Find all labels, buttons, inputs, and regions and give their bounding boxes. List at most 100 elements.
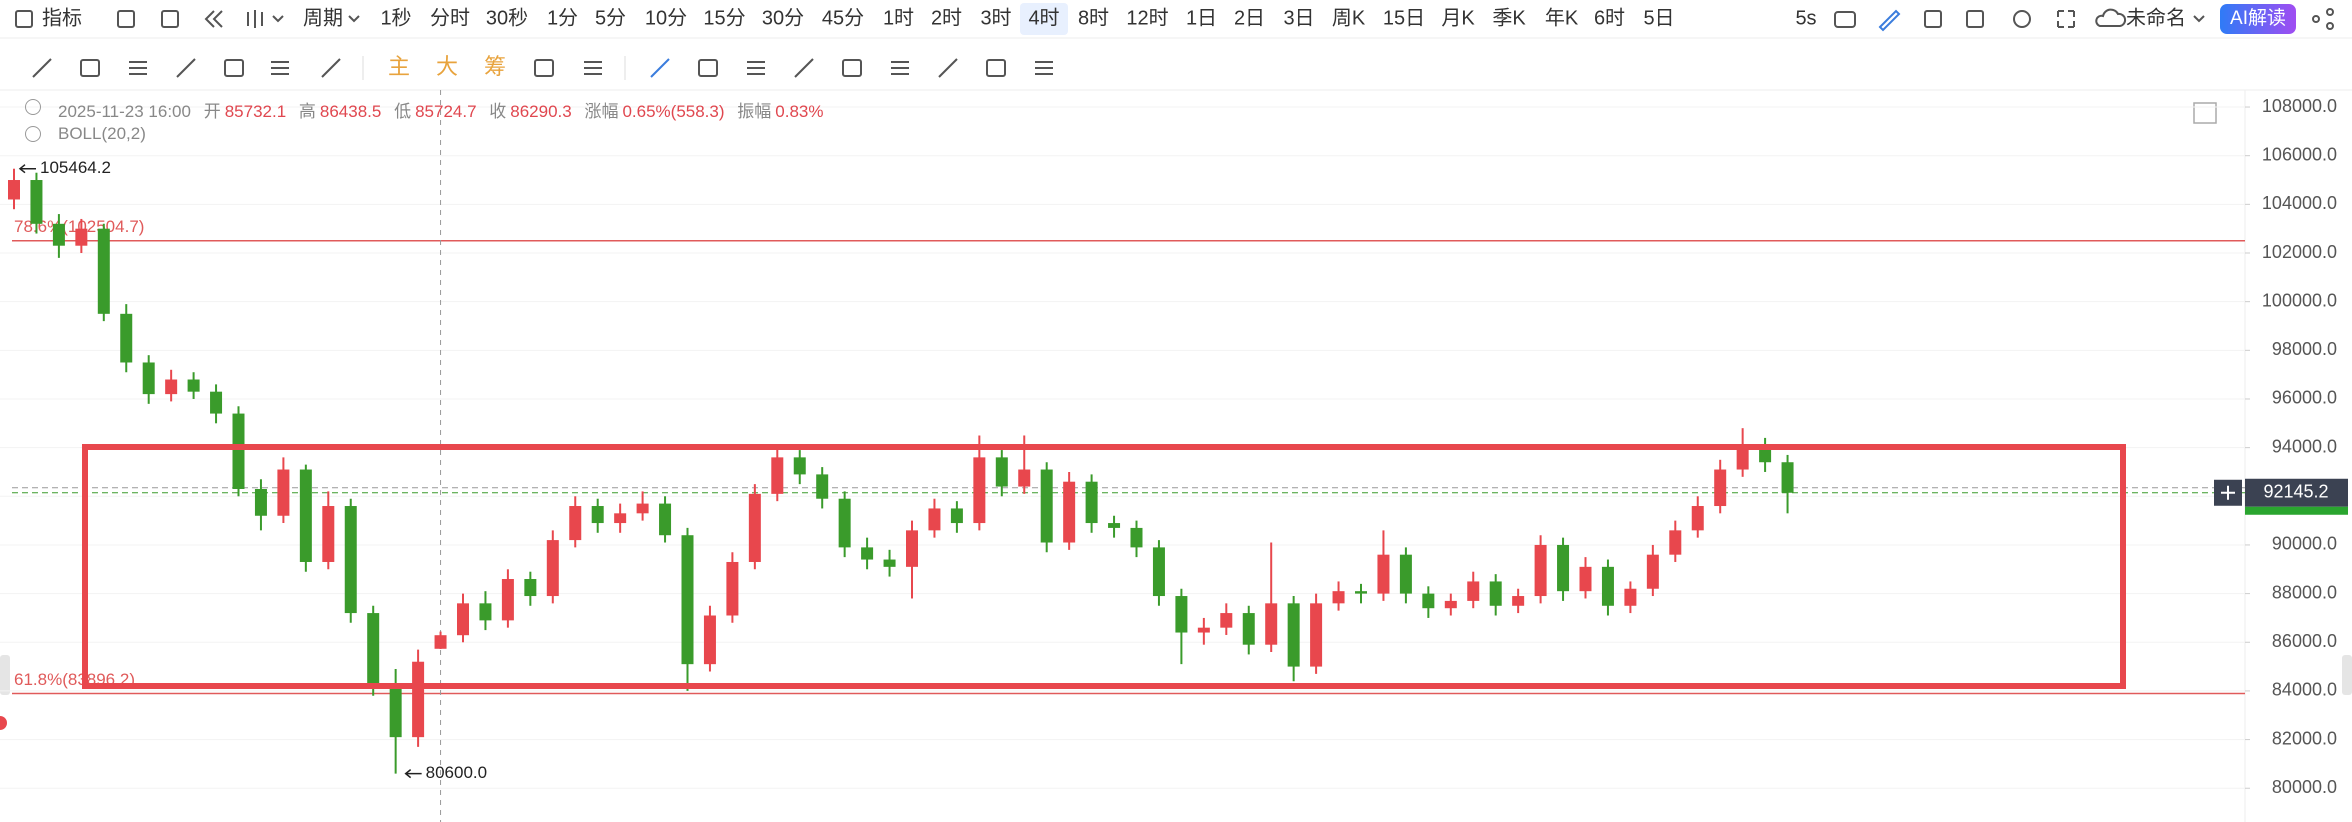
candle-body: [1377, 554, 1390, 594]
tool-icon[interactable]: [794, 58, 814, 78]
period-option[interactable]: 5日: [1643, 7, 1674, 29]
collapse-icon[interactable]: [25, 99, 41, 115]
chip-button[interactable]: 筹: [484, 54, 506, 79]
tool-icon[interactable]: [129, 61, 147, 75]
drawn-rectangle[interactable]: [82, 444, 2126, 689]
draw-icon[interactable]: [1878, 9, 1901, 32]
period-option[interactable]: 4时: [1028, 6, 1059, 29]
candle-body: [1220, 613, 1233, 628]
chart-type-icon[interactable]: [247, 10, 263, 28]
period-option[interactable]: 6时: [1594, 6, 1625, 29]
period-option[interactable]: 1分: [547, 6, 578, 29]
y-tick-label: 86000.0: [2272, 631, 2337, 651]
chip-button[interactable]: 主: [388, 54, 410, 79]
period-option[interactable]: 年K: [1545, 6, 1579, 29]
replay-icon[interactable]: [204, 10, 223, 28]
fullscreen-icon[interactable]: [2057, 10, 2075, 28]
tool-icon[interactable]: [938, 58, 958, 78]
window-icon[interactable]: [1924, 10, 1942, 28]
change-value: 0.65%(558.3): [622, 102, 725, 121]
layout-icon[interactable]: [161, 10, 179, 28]
tool-icon[interactable]: [271, 61, 289, 75]
active-period-bg: [1020, 3, 1068, 35]
tool-icon[interactable]: [842, 59, 862, 77]
tool-icon[interactable]: [176, 58, 196, 78]
tool-icon[interactable]: [891, 61, 909, 75]
period-option[interactable]: 3时: [980, 6, 1011, 29]
tool-icon[interactable]: [650, 58, 670, 78]
collapse-icon[interactable]: [25, 126, 41, 142]
label: 高: [298, 102, 316, 121]
share-icon[interactable]: [2312, 15, 2320, 23]
open-value: 85732.1: [224, 102, 287, 121]
tool-icon[interactable]: [80, 59, 100, 77]
tool-icon[interactable]: [321, 58, 341, 78]
period-option[interactable]: 分时: [430, 6, 470, 29]
candle-body: [995, 457, 1008, 487]
period-option[interactable]: 月K: [1441, 7, 1475, 29]
low-value: 85724.7: [415, 102, 477, 121]
candle-body: [793, 457, 806, 475]
period-option[interactable]: 12时: [1126, 6, 1168, 29]
tool-icon[interactable]: [986, 59, 1006, 77]
period-option[interactable]: 3日: [1283, 7, 1314, 29]
y-tick-label: 104000.0: [2262, 193, 2337, 213]
period-button[interactable]: 周期: [303, 7, 343, 29]
period-option[interactable]: 2时: [931, 6, 962, 29]
arrow: [18, 164, 36, 174]
candle-body: [1242, 613, 1255, 645]
candle-body: [569, 506, 582, 541]
tool-icon[interactable]: [534, 59, 554, 77]
cloud-icon[interactable]: [2095, 8, 2127, 27]
candle-body: [322, 506, 335, 562]
period-option[interactable]: 15日: [1383, 7, 1425, 29]
period-option[interactable]: 1时: [883, 6, 914, 29]
period-option[interactable]: 30分: [762, 6, 804, 29]
expand-icon[interactable]: [2193, 102, 2217, 124]
screenshot-icon[interactable]: [1834, 11, 1856, 28]
candle-body: [771, 457, 784, 494]
tool-icon[interactable]: [224, 59, 244, 77]
label: 收: [489, 102, 507, 121]
y-tick-label: 82000.0: [2272, 728, 2337, 748]
y-tick-label: 84000.0: [2272, 680, 2337, 700]
candle-body: [187, 379, 200, 392]
template-icon[interactable]: [1966, 10, 1984, 28]
period-option[interactable]: 1秒: [380, 6, 411, 29]
tool-icon[interactable]: [747, 61, 765, 75]
period-option[interactable]: 周K: [1332, 7, 1366, 29]
period-option[interactable]: 8时: [1078, 6, 1109, 29]
tool-icon[interactable]: [1035, 61, 1053, 75]
candle-body: [501, 579, 514, 621]
period-option[interactable]: 15分: [703, 6, 745, 29]
candle-body: [614, 513, 627, 524]
layout-name[interactable]: 未命名: [2126, 6, 2186, 29]
calendar-icon[interactable]: [117, 10, 135, 28]
period-option[interactable]: 5分: [595, 6, 626, 29]
candle-body: [681, 535, 694, 665]
candle-body: [1063, 481, 1076, 543]
period-option[interactable]: 1日: [1186, 7, 1217, 29]
tool-icon[interactable]: [698, 59, 718, 77]
tool-icon[interactable]: [584, 61, 602, 75]
tool-icon[interactable]: [32, 58, 52, 78]
chip-button[interactable]: 大: [436, 54, 458, 79]
candle-body: [906, 530, 918, 567]
settings-icon[interactable]: [2013, 10, 2031, 28]
period-option[interactable]: 10分: [645, 6, 687, 29]
period-option[interactable]: 45分: [822, 6, 864, 29]
refresh-rate[interactable]: 5s: [1795, 7, 1816, 29]
indicator-icon[interactable]: [15, 10, 33, 28]
ai-button[interactable]: [2220, 4, 2296, 34]
candle-body: [703, 615, 716, 665]
period-option[interactable]: 季K: [1492, 6, 1526, 29]
candle-body: [120, 313, 133, 363]
indicator-button[interactable]: 指标: [42, 6, 82, 29]
ai-button-label[interactable]: AI解读: [2230, 7, 2286, 29]
period-option[interactable]: 2日: [1234, 7, 1265, 29]
indicator-name[interactable]: BOLL(20,2): [58, 124, 146, 143]
period-option[interactable]: 30秒: [486, 6, 528, 29]
candle-body: [210, 391, 223, 414]
candle-body: [1691, 506, 1704, 531]
chevron: [348, 15, 360, 23]
